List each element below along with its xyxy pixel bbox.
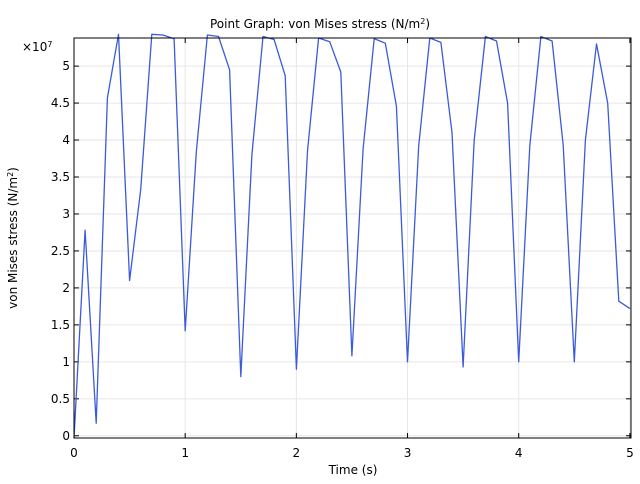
x-tick-label: 3 [404,446,412,460]
y-tick-label: 2.5 [51,244,70,258]
plot-area-frame [73,37,632,439]
x-tick-labels: 0 1 2 3 4 5 [70,446,634,460]
x-axis-label: Time (s) [328,463,378,477]
y-multiplier: ×107 [22,40,52,55]
y-tick-label: 1 [62,355,70,369]
x-tick-label: 4 [515,446,523,460]
y-tick-label: 3 [62,207,70,221]
x-tick-label: 1 [181,446,189,460]
axis-ticks [73,38,631,438]
y-tick-label: 0 [62,429,70,443]
series-line [73,33,631,439]
x-tick-label: 5 [626,446,634,460]
y-tick-label: 4 [62,133,70,147]
y-tick-label: 4.5 [51,96,70,110]
y-tick-label: 1.5 [51,318,70,332]
x-tick-label: 0 [70,446,78,460]
y-tick-label: 0.5 [51,392,70,406]
y-tick-label: 3.5 [51,170,70,184]
y-tick-labels: 0 0.5 1 1.5 2 2.5 3 3.5 4 4.5 5 [51,59,70,443]
chart-title: Point Graph: von Mises stress (N/m2) [210,17,430,32]
x-tick-label: 2 [293,446,301,460]
y-axis-label: von Mises stress (N/m2) [6,167,21,309]
y-tick-label: 2 [62,281,70,295]
y-tick-label: 5 [62,59,70,73]
